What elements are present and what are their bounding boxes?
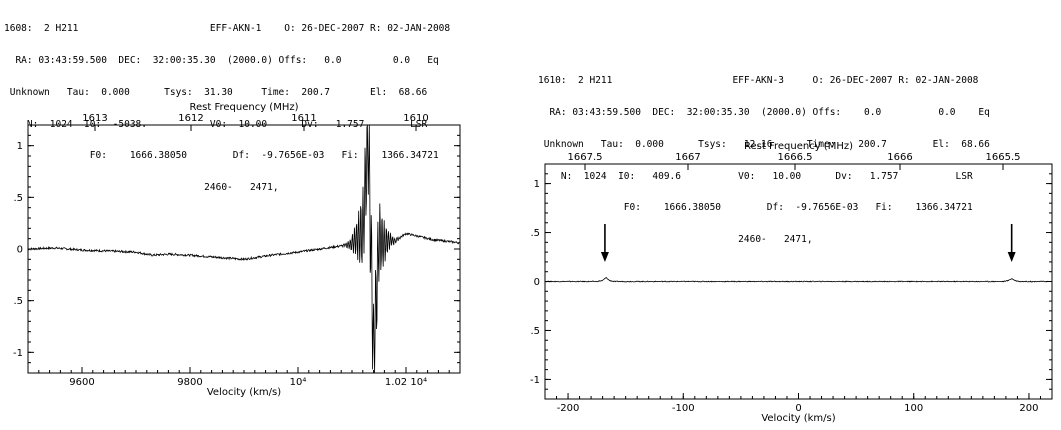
panel-1-x-tick-label: 1.02 10⁴ [385, 377, 427, 388]
panel-1-top-tick-label: 1612 [178, 113, 203, 124]
panel-2-arrow-head [600, 252, 609, 262]
panel-1-header-line: N: 1024 I0: -5038. V0: 10.00 Dv: 1.757 L… [4, 118, 428, 130]
panel-1-x-tick-label: 9800 [177, 377, 202, 388]
panel-1-header-line: RA: 03:43:59.500 DEC: 32:00:35.30 (2000.… [4, 54, 439, 66]
panel-2-header-line: F0: 1666.38050 Df: -9.7656E-03 Fi: 1366.… [538, 202, 973, 214]
panel-2-header-line: N: 1024 I0: 409.6 V0: 10.00 Dv: 1.757 LS… [538, 170, 973, 182]
panel-2-header-line: 1610: 2 H211 EFF-AKN-3 O: 26-DEC-2007 R:… [538, 75, 979, 87]
panel-1-top-tick-label: 1610 [403, 113, 428, 124]
panel-1-plot-frame [27, 124, 461, 374]
panel-1-header-line: 2460- 2471, [4, 182, 279, 194]
panel-1-header-line: F0: 1666.38050 Df: -9.7656E-03 Fi: 1366.… [4, 150, 439, 162]
panel-2-top-axis-label: Rest Frequency (MHz) [744, 141, 853, 152]
panel-2-y-tick-label: -1 [530, 375, 540, 386]
panel-2-top-tick-label: 1666 [887, 152, 912, 163]
panel-1-spectrum-line [27, 124, 461, 374]
panel-1-x-tick-label: 10⁴ [290, 377, 307, 388]
panel-2-top-tick-label: 1667 [675, 152, 700, 163]
panel-1-y-tick-label: 0 [17, 245, 23, 256]
panel-1-header-line: 1608: 2 H211 EFF-AKN-1 O: 26-DEC-2007 R:… [4, 23, 451, 35]
panel-2-header-line: RA: 03:43:59.500 DEC: 32:00:35.30 (2000.… [538, 106, 990, 118]
panel-2-x-axis-label: Velocity (km/s) [761, 413, 835, 424]
panel-2-y-tick-label: .5 [530, 326, 540, 337]
panel-2-top-tick-label: 1665.5 [986, 152, 1021, 163]
panel-1-x-tick-label: 9600 [69, 377, 94, 388]
panel-1-y-tick-label: .5 [13, 296, 23, 307]
panel-1-top-tick-label: 1611 [291, 113, 316, 124]
panel-1-y-tick-label: 1 [17, 141, 23, 152]
panel-2-arrow-head [1007, 252, 1016, 262]
panel-2-x-tick-label: -200 [557, 403, 580, 414]
panel-2-header-line: Unknown Tau: 0.000 Tsys: 12.16 Time: 200… [538, 138, 990, 150]
panel-1-header-line: Unknown Tau: 0.000 Tsys: 31.30 Time: 200… [4, 86, 428, 98]
panel-2-top-tick-label: 1667.5 [568, 152, 603, 163]
panel-2-header: 1610: 2 H211 EFF-AKN-3 O: 26-DEC-2007 R:… [538, 55, 990, 256]
panel-1-x-axis-label: Velocity (km/s) [207, 387, 281, 398]
panel-2-y-tick-label: 0 [534, 277, 540, 288]
panel-2-spectrum-line [544, 277, 1053, 283]
panel-2-x-tick-label: 0 [795, 403, 801, 414]
panel-1-y-tick-label: -1 [13, 348, 23, 359]
panel-2-top-tick-label: 1666.5 [778, 152, 813, 163]
panel-2-x-tick-label: 100 [904, 403, 923, 414]
panel-2-y-tick-label: .5 [530, 228, 540, 239]
panel-2-y-tick-label: 1 [534, 179, 540, 190]
panel-2-x-tick-label: -100 [672, 403, 695, 414]
panel-2-x-tick-label: 200 [1019, 403, 1038, 414]
panel-2-header-line: 2460- 2471, [538, 234, 813, 246]
panel-1-header: 1608: 2 H211 EFF-AKN-1 O: 26-DEC-2007 R:… [4, 3, 450, 204]
panel-1-top-tick-label: 1613 [82, 113, 107, 124]
panel-1-y-tick-label: .5 [13, 193, 23, 204]
panel-1-top-axis-label: Rest Frequency (MHz) [190, 102, 299, 113]
